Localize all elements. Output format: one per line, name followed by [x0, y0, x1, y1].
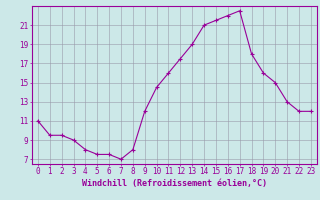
X-axis label: Windchill (Refroidissement éolien,°C): Windchill (Refroidissement éolien,°C) [82, 179, 267, 188]
